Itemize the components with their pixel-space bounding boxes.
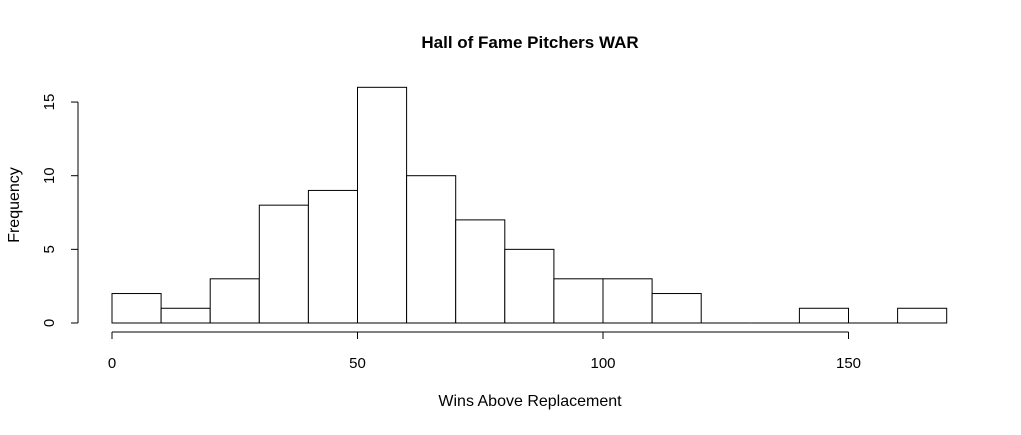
y-axis: 0 5 10 15: [41, 94, 79, 327]
histogram-bar-80-90: [504, 248, 555, 324]
histogram-bar-30-40: [258, 204, 309, 324]
histogram-bar-10-20: [160, 307, 211, 324]
histogram-bar-40-50: [307, 189, 358, 324]
x-axis: 0 50 100 150: [108, 331, 861, 372]
histogram-bar-110-120: [651, 293, 702, 324]
histogram-bar-60-70: [406, 175, 457, 324]
y-axis-label: Frequency: [6, 167, 23, 243]
bars-group: [111, 86, 948, 324]
histogram-bar-20-30: [209, 278, 260, 324]
x-tick-label-0: 0: [108, 355, 116, 372]
y-tick-label-15: 15: [41, 94, 58, 111]
histogram-bar-50-60: [357, 86, 408, 324]
x-tick-label-100: 100: [590, 355, 615, 372]
y-tick-label-10: 10: [41, 167, 58, 184]
histogram-bar-70-80: [455, 219, 506, 324]
histogram-bar-90-100: [553, 278, 604, 324]
chart-title: Hall of Fame Pitchers WAR: [421, 33, 638, 52]
y-tick-label-5: 5: [41, 245, 58, 253]
histogram-bar-160-170: [897, 307, 948, 324]
x-tick-label-50: 50: [349, 355, 366, 372]
histogram-bar-100-110: [602, 278, 653, 324]
histogram-bar-0-10: [111, 293, 162, 324]
x-tick-label-150: 150: [836, 355, 861, 372]
y-tick-label-0: 0: [41, 319, 58, 327]
x-axis-label: Wins Above Replacement: [438, 393, 622, 410]
histogram-bar-140-150: [798, 307, 850, 324]
